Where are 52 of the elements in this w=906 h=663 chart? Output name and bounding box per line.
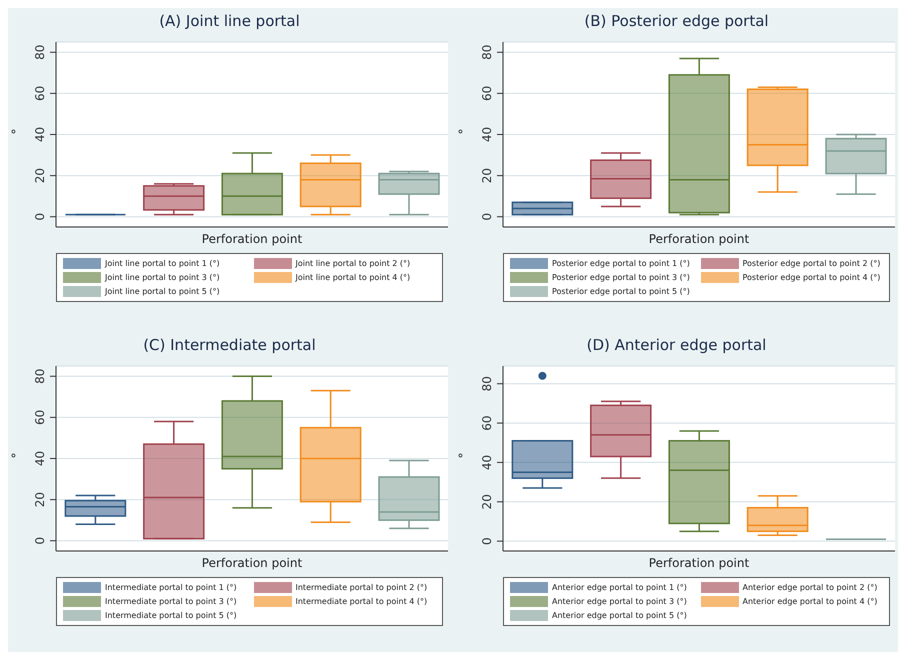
legend-label: Intermediate portal to point 1 (°)	[105, 583, 237, 592]
legend-label: Joint line portal to point 5 (°)	[105, 287, 220, 296]
legend-label: Joint line portal to point 3 (°)	[105, 273, 220, 282]
chart-title: (D) Anterior edge portal	[586, 336, 768, 356]
legend-label: Intermediate portal to point 2 (°)	[296, 583, 428, 592]
y-tick-label: 20	[33, 168, 47, 184]
legend-label: Intermediate portal to point 3 (°)	[105, 597, 237, 606]
y-tick-label: 40	[33, 450, 47, 466]
y-tick-label: 0	[480, 212, 494, 221]
legend-label: Anterior edge portal to point 5 (°)	[552, 611, 687, 620]
x-axis-title: Perforation point	[202, 232, 302, 246]
legend-label: Joint line portal to point 1 (°)	[105, 259, 220, 268]
x-axis-title: Perforation point	[648, 232, 750, 246]
y-tick-label: 80	[33, 368, 47, 384]
legend-label: Anterior edge portal to point 1 (°)	[552, 583, 687, 592]
legend-label: Posterior edge portal to point 4 (°)	[742, 273, 880, 282]
y-tick-label: 40	[480, 454, 494, 470]
y-tick-label: 0	[33, 212, 47, 221]
y-tick-label: 60	[480, 415, 494, 431]
x-axis-title: Perforation point	[202, 556, 302, 570]
y-axis-title: °	[9, 452, 24, 458]
y-tick-label: 60	[33, 86, 47, 102]
legend-label: Joint line portal to point 4 (°)	[296, 273, 410, 282]
legend-label: Intermediate portal to point 5 (°)	[105, 611, 237, 620]
legend-label: Anterior edge portal to point 3 (°)	[552, 597, 687, 606]
y-tick-label: 80	[33, 44, 47, 60]
legend-label: Posterior edge portal to point 5 (°)	[552, 287, 690, 296]
legend-label: Posterior edge portal to point 3 (°)	[552, 273, 690, 282]
x-axis-title: Perforation point	[648, 556, 750, 570]
y-axis-title: °	[9, 128, 24, 134]
y-tick-label: 80	[480, 44, 494, 60]
y-axis-title: °	[456, 452, 470, 458]
legend-label: Posterior edge portal to point 2 (°)	[742, 259, 880, 268]
legend-label: Anterior edge portal to point 4 (°)	[742, 597, 878, 606]
y-tick-label: 20	[33, 492, 47, 508]
y-axis-title: °	[456, 128, 470, 134]
y-tick-label: 0	[33, 536, 47, 545]
legend-label: Posterior edge portal to point 1 (°)	[552, 259, 690, 268]
y-tick-label: 40	[33, 126, 47, 142]
chart-title: (C) Intermediate portal	[142, 336, 317, 356]
chart-title: (A) Joint line portal	[158, 12, 301, 32]
y-tick-label: 60	[33, 410, 47, 426]
y-tick-label: 20	[480, 168, 494, 184]
legend-label: Anterior edge portal to point 2 (°)	[742, 583, 878, 592]
chart-title: (B) Posterior edge portal	[583, 12, 770, 32]
y-tick-label: 20	[480, 494, 494, 510]
y-tick-label: 60	[480, 86, 494, 102]
y-tick-label: 0	[480, 537, 494, 545]
y-tick-label: 40	[480, 126, 494, 142]
legend-label: Intermediate portal to point 4 (°)	[296, 597, 428, 606]
legend-label: Joint line portal to point 2 (°)	[296, 259, 410, 268]
y-tick-label: 80	[480, 376, 494, 392]
